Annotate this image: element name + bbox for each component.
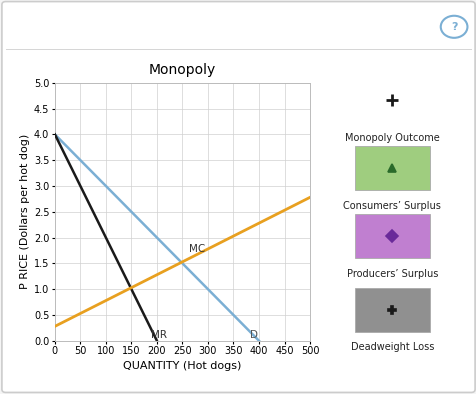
FancyBboxPatch shape [354,214,429,258]
Text: D: D [250,330,258,340]
Y-axis label: P RICE (Dollars per hot dog): P RICE (Dollars per hot dog) [20,134,30,290]
Title: Monopoly: Monopoly [149,63,216,77]
Circle shape [440,16,466,38]
Text: Producers’ Surplus: Producers’ Surplus [346,269,437,279]
FancyBboxPatch shape [354,146,429,190]
Text: Consumers’ Surplus: Consumers’ Surplus [343,201,440,211]
Text: ?: ? [450,22,456,32]
Text: Deadweight Loss: Deadweight Loss [350,342,433,353]
Text: MC: MC [188,244,204,254]
Text: MR: MR [150,330,167,340]
Text: Monopoly Outcome: Monopoly Outcome [344,132,439,143]
X-axis label: QUANTITY (Hot dogs): QUANTITY (Hot dogs) [123,361,241,370]
FancyBboxPatch shape [354,288,429,332]
